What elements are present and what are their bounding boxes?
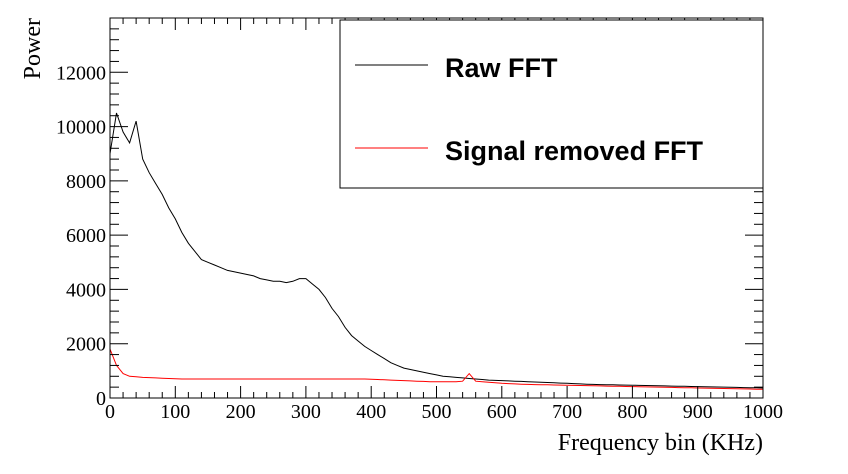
y-tick-label: 4000 — [66, 279, 106, 301]
x-tick-label: 900 — [683, 401, 713, 423]
legend-label-signal-removed-fft: Signal removed FFT — [445, 136, 704, 166]
series-layer — [109, 112, 764, 390]
y-tick-label: 10000 — [56, 117, 106, 139]
y-tick-label: 2000 — [66, 334, 106, 356]
y-axis-label: Power — [20, 18, 46, 79]
x-tick-label: 500 — [422, 401, 452, 423]
series-line-signal-removed-fft — [109, 348, 764, 390]
y-tick-label: 12000 — [56, 62, 106, 84]
y-tick-label: 8000 — [66, 171, 106, 193]
x-tick-label: 300 — [291, 401, 321, 423]
x-tick-label: 700 — [552, 401, 582, 423]
series-line-raw-fft — [109, 112, 764, 389]
x-tick-label: 600 — [487, 401, 517, 423]
legend: Raw FFT Signal removed FFT — [339, 19, 764, 189]
x-tick-label: 800 — [617, 401, 647, 423]
x-axis-label: Frequency bin (KHz) — [558, 430, 763, 456]
x-tick-label: 400 — [356, 401, 386, 423]
y-tick-label: 6000 — [66, 225, 106, 247]
x-tick-label: 1000 — [743, 401, 783, 423]
legend-label-raw-fft: Raw FFT — [445, 53, 558, 83]
legend-box — [339, 19, 764, 189]
x-tick-label: 0 — [105, 401, 115, 423]
axes-layer: 0 100 200 300 400 500 600 700 800 900 100002000400… — [56, 18, 783, 423]
x-tick-label: 100 — [160, 401, 190, 423]
y-tick-label: 0 — [96, 388, 106, 410]
x-tick-label: 200 — [226, 401, 256, 423]
